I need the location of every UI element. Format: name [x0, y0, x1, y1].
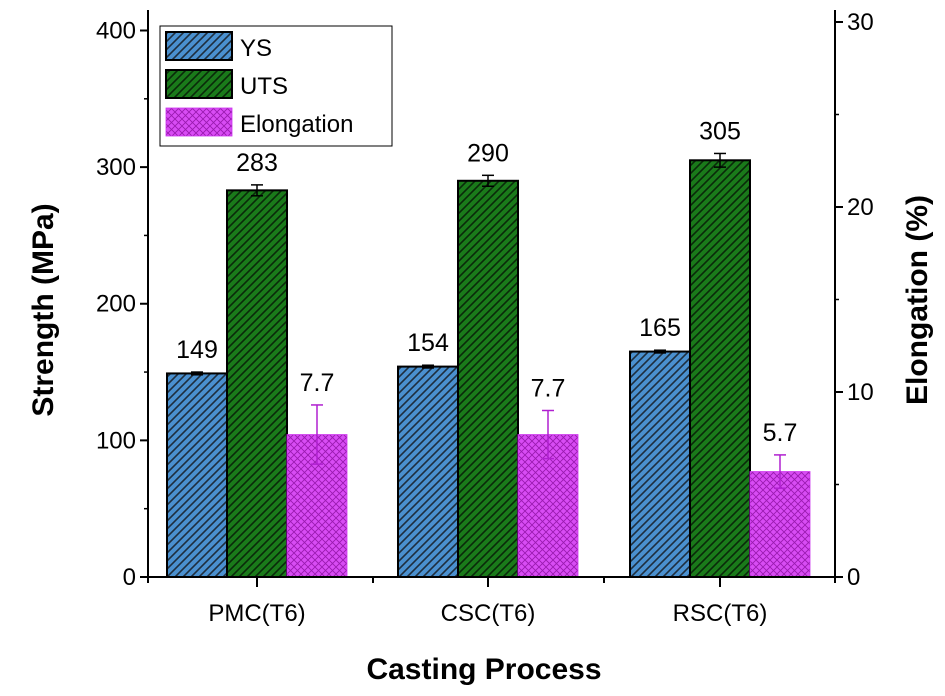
legend-swatch-ys [165, 31, 233, 61]
bar-uts-csc-t6 [457, 179, 519, 578]
legend-label-ys: YS [240, 35, 272, 62]
y-tick-label: 0 [123, 564, 136, 591]
x-tick-label: RSC(T6) [673, 600, 768, 627]
x-tick-label: PMC(T6) [208, 600, 305, 627]
data-label-elongation: 5.7 [763, 419, 798, 447]
data-label-ys: 165 [639, 314, 681, 342]
y2-tick-label: 0 [847, 564, 860, 591]
y2-axis-title: Elongation (%) [901, 195, 934, 405]
y-tick-label: 300 [96, 154, 136, 181]
x-tick-label: CSC(T6) [441, 600, 536, 627]
y2-tick-label: 20 [847, 194, 874, 221]
data-label-ys: 154 [407, 329, 449, 357]
legend: YS UTS Elongation [159, 25, 393, 147]
x-axis-title: Casting Process [366, 653, 601, 686]
y-axis-title: Strength (MPa) [27, 203, 60, 416]
bar-ys-rsc-t6 [629, 350, 691, 578]
y-tick-label: 100 [96, 427, 136, 454]
bar-ys-pmc-t6 [166, 372, 228, 578]
error-bar [422, 364, 434, 369]
error-bar [191, 371, 203, 376]
axes: 0 100 200 300 400 0 10 20 30 PMC(T6) CSC(T6) RSC(T6… [96, 9, 874, 627]
y2-tick-label: 30 [847, 9, 874, 36]
error-bar [654, 349, 666, 354]
error-bar [714, 152, 726, 168]
bar-ys-csc-t6 [397, 365, 459, 578]
data-label-uts: 305 [699, 117, 741, 145]
y-tick-label: 400 [96, 17, 136, 44]
data-label-elongation: 7.7 [531, 375, 566, 403]
plot-area: 149 283 7.7 154 290 7.7 165 305 5.7 [166, 117, 811, 578]
y-tick-label: 200 [96, 291, 136, 318]
legend-swatch-uts [165, 69, 233, 99]
error-bar [251, 184, 263, 197]
bar-uts-pmc-t6 [226, 189, 288, 578]
legend-swatch-elongation [165, 107, 233, 137]
error-bar [542, 409, 554, 460]
y2-tick-label: 10 [847, 379, 874, 406]
error-bar [482, 174, 494, 187]
error-bar [311, 404, 323, 465]
data-label-uts: 290 [467, 139, 509, 167]
data-label-ys: 149 [176, 336, 218, 364]
data-label-uts: 283 [236, 149, 278, 177]
legend-label-elongation: Elongation [240, 111, 353, 138]
error-bar [774, 454, 786, 489]
legend-label-uts: UTS [240, 73, 288, 100]
data-label-elongation: 7.7 [300, 369, 335, 397]
bar-uts-rsc-t6 [689, 159, 751, 578]
